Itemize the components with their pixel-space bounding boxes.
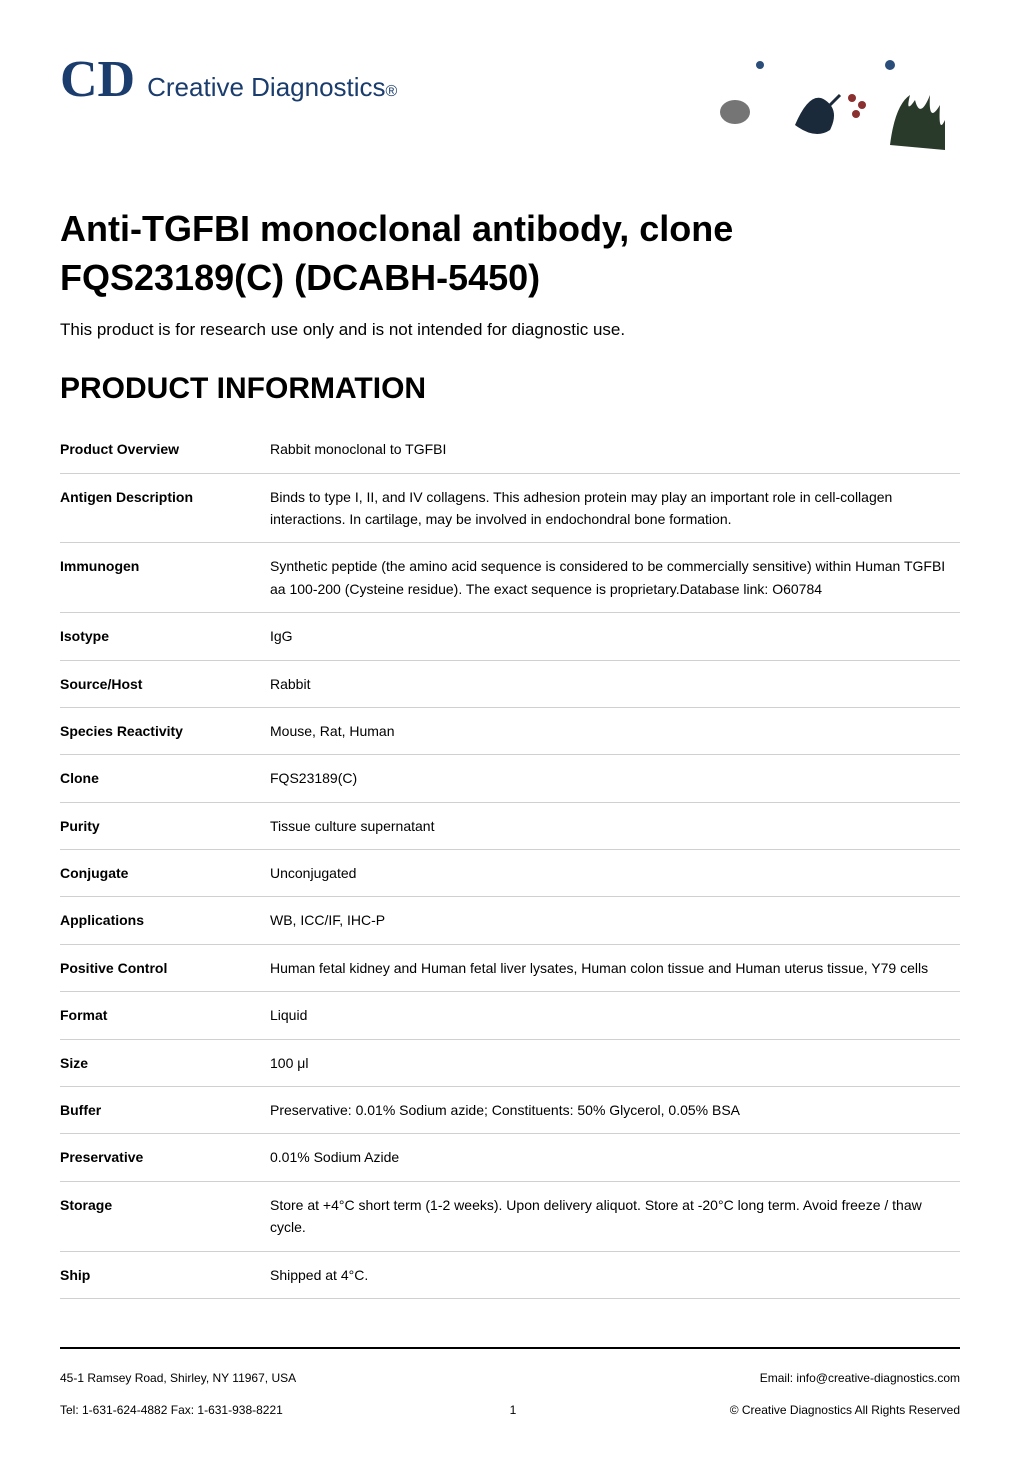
info-value: Shipped at 4°C. xyxy=(270,1251,960,1298)
table-row: PurityTissue culture supernatant xyxy=(60,802,960,849)
title-line-1: Anti-TGFBI monoclonal antibody, clone xyxy=(60,208,733,249)
table-row: Antigen DescriptionBinds to type I, II, … xyxy=(60,473,960,543)
info-value: FQS23189(C) xyxy=(270,755,960,802)
logo-company-name: Creative Diagnostics xyxy=(147,72,385,103)
info-label: Source/Host xyxy=(60,660,270,707)
info-value: IgG xyxy=(270,613,960,660)
info-value: Synthetic peptide (the amino acid sequen… xyxy=(270,543,960,613)
section-heading-product-info: PRODUCT INFORMATION xyxy=(60,372,960,406)
table-row: Size100 μl xyxy=(60,1039,960,1086)
registered-symbol: ® xyxy=(386,83,398,101)
company-logo: CD Creative Diagnostics ® xyxy=(60,50,397,109)
footer-divider xyxy=(60,1347,960,1349)
table-row: ApplicationsWB, ICC/IF, IHC-P xyxy=(60,897,960,944)
info-label: Isotype xyxy=(60,613,270,660)
table-row: BufferPreservative: 0.01% Sodium azide; … xyxy=(60,1087,960,1134)
info-value: Store at +4°C short term (1-2 weeks). Up… xyxy=(270,1181,960,1251)
info-label: Storage xyxy=(60,1181,270,1251)
footer-content: 45-1 Ramsey Road, Shirley, NY 11967, USA… xyxy=(60,1371,960,1417)
info-label: Buffer xyxy=(60,1087,270,1134)
product-title: Anti-TGFBI monoclonal antibody, clone FQ… xyxy=(60,205,960,302)
product-info-table: Product OverviewRabbit monoclonal to TGF… xyxy=(60,426,960,1299)
info-label: Purity xyxy=(60,802,270,849)
footer-email: Email: info@creative-diagnostics.com xyxy=(730,1371,960,1385)
page-header: CD Creative Diagnostics ® xyxy=(0,0,1020,195)
table-row: StorageStore at +4°C short term (1-2 wee… xyxy=(60,1181,960,1251)
logo-cd-text: CD xyxy=(60,50,135,109)
page-content: Anti-TGFBI monoclonal antibody, clone FQ… xyxy=(0,195,1020,1319)
info-value: Rabbit monoclonal to TGFBI xyxy=(270,426,960,473)
page-footer: 45-1 Ramsey Road, Shirley, NY 11967, USA… xyxy=(0,1319,1020,1457)
info-label: Antigen Description xyxy=(60,473,270,543)
info-value: Liquid xyxy=(270,992,960,1039)
footer-page-number: 1 xyxy=(510,1403,517,1417)
info-label: Immunogen xyxy=(60,543,270,613)
info-label: Ship xyxy=(60,1251,270,1298)
info-label: Positive Control xyxy=(60,944,270,991)
info-value: 0.01% Sodium Azide xyxy=(270,1134,960,1181)
info-label: Product Overview xyxy=(60,426,270,473)
info-value: Preservative: 0.01% Sodium azide; Consti… xyxy=(270,1087,960,1134)
table-row: IsotypeIgG xyxy=(60,613,960,660)
info-label: Size xyxy=(60,1039,270,1086)
table-row: Preservative0.01% Sodium Azide xyxy=(60,1134,960,1181)
table-row: FormatLiquid xyxy=(60,992,960,1039)
title-line-2: FQS23189(C) (DCABH-5450) xyxy=(60,257,540,298)
table-row: CloneFQS23189(C) xyxy=(60,755,960,802)
research-use-disclaimer: This product is for research use only an… xyxy=(60,320,960,340)
footer-copyright: © Creative Diagnostics All Rights Reserv… xyxy=(730,1403,960,1417)
info-value: Rabbit xyxy=(270,660,960,707)
info-value: 100 μl xyxy=(270,1039,960,1086)
info-label: Conjugate xyxy=(60,850,270,897)
info-label: Preservative xyxy=(60,1134,270,1181)
info-value: Tissue culture supernatant xyxy=(270,802,960,849)
info-label: Species Reactivity xyxy=(60,707,270,754)
header-decorative-art xyxy=(660,50,960,160)
info-value: Binds to type I, II, and IV collagens. T… xyxy=(270,473,960,543)
table-row: ConjugateUnconjugated xyxy=(60,850,960,897)
table-row: Source/HostRabbit xyxy=(60,660,960,707)
footer-address: 45-1 Ramsey Road, Shirley, NY 11967, USA xyxy=(60,1371,296,1385)
info-label: Clone xyxy=(60,755,270,802)
table-row: Positive ControlHuman fetal kidney and H… xyxy=(60,944,960,991)
footer-left-column: 45-1 Ramsey Road, Shirley, NY 11967, USA… xyxy=(60,1371,296,1417)
info-value: WB, ICC/IF, IHC-P xyxy=(270,897,960,944)
info-value: Mouse, Rat, Human xyxy=(270,707,960,754)
info-value: Unconjugated xyxy=(270,850,960,897)
table-row: Species ReactivityMouse, Rat, Human xyxy=(60,707,960,754)
table-row: ImmunogenSynthetic peptide (the amino ac… xyxy=(60,543,960,613)
info-value: Human fetal kidney and Human fetal liver… xyxy=(270,944,960,991)
table-row: ShipShipped at 4°C. xyxy=(60,1251,960,1298)
footer-tel-fax: Tel: 1-631-624-4882 Fax: 1-631-938-8221 xyxy=(60,1403,296,1417)
footer-right-column: Email: info@creative-diagnostics.com © C… xyxy=(730,1371,960,1417)
table-row: Product OverviewRabbit monoclonal to TGF… xyxy=(60,426,960,473)
info-label: Applications xyxy=(60,897,270,944)
info-label: Format xyxy=(60,992,270,1039)
